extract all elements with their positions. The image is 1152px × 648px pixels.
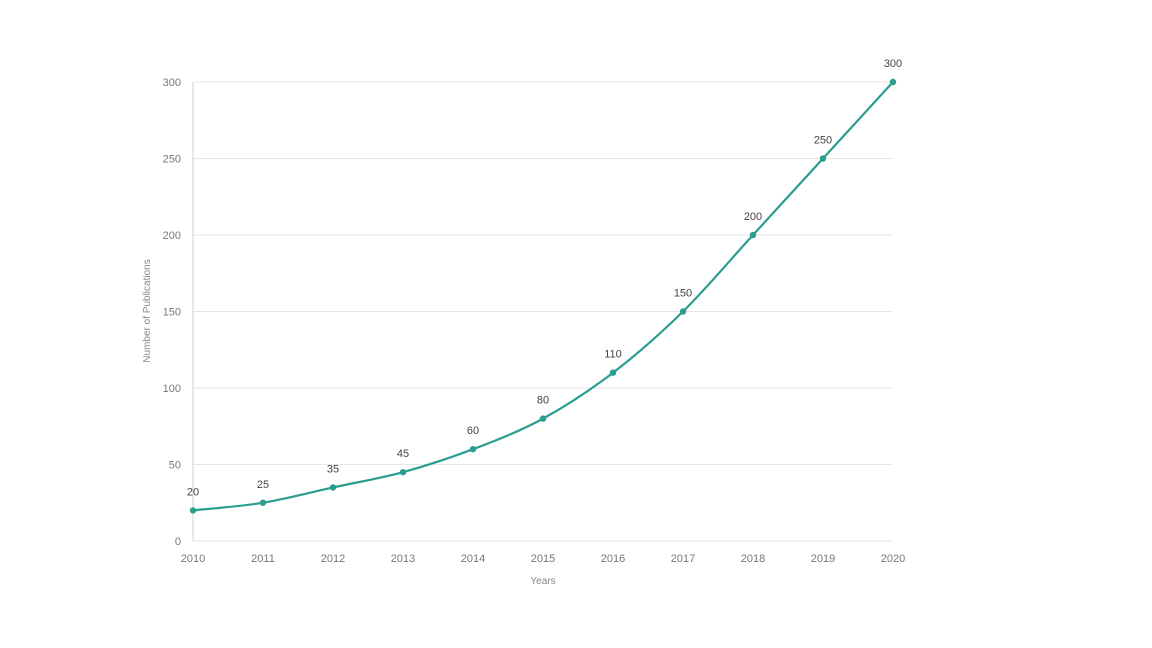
x-tick-label: 2017 xyxy=(671,553,695,565)
data-label: 25 xyxy=(257,479,269,491)
data-point xyxy=(469,446,477,453)
x-tick-label: 2019 xyxy=(811,553,835,565)
y-tick-label: 0 xyxy=(175,536,181,548)
x-tick-label: 2018 xyxy=(741,553,765,565)
y-tick-label: 300 xyxy=(163,77,181,89)
data-point xyxy=(679,308,687,315)
y-tick-label: 100 xyxy=(163,383,181,395)
data-labels: 20 25 35 45 60 80 110 150 200 250 300 xyxy=(187,58,902,498)
y-tick-label: 200 xyxy=(163,230,181,242)
x-tick-label: 2011 xyxy=(251,553,275,565)
series xyxy=(191,80,895,512)
y-tick-label: 50 xyxy=(169,460,181,472)
data-point xyxy=(819,155,827,162)
y-axis-title: Number of Publications xyxy=(142,259,153,362)
data-label: 200 xyxy=(744,211,762,223)
data-label: 60 xyxy=(467,425,479,437)
x-tick-label: 2020 xyxy=(881,553,905,565)
y-tick-labels: 0 50 100 150 200 250 300 xyxy=(163,77,181,548)
grid xyxy=(193,81,893,542)
y-tick-label: 150 xyxy=(163,307,181,319)
data-label: 150 xyxy=(674,288,692,300)
x-axis-title: Years xyxy=(530,576,555,587)
y-tick-label: 250 xyxy=(163,154,181,166)
data-label: 250 xyxy=(814,135,832,147)
data-label: 300 xyxy=(884,58,902,70)
data-label: 110 xyxy=(604,349,622,361)
x-tick-label: 2010 xyxy=(181,553,205,565)
data-point xyxy=(189,507,197,514)
x-tick-label: 2013 xyxy=(391,553,415,565)
data-label: 35 xyxy=(327,463,339,475)
data-label: 20 xyxy=(187,486,199,498)
data-point xyxy=(539,415,547,422)
x-tick-label: 2012 xyxy=(321,553,345,565)
data-point xyxy=(399,468,407,476)
series-line xyxy=(191,80,895,512)
x-tick-label: 2014 xyxy=(461,553,485,565)
x-tick-labels: 2010 2011 2012 2013 2014 2015 2016 2017 2018 2019… xyxy=(181,553,905,565)
data-point xyxy=(609,369,617,376)
x-tick-label: 2015 xyxy=(531,553,555,565)
data-label: 45 xyxy=(397,448,409,460)
data-point xyxy=(889,78,897,86)
data-point xyxy=(749,231,757,239)
data-points xyxy=(189,78,897,514)
data-point xyxy=(259,499,267,506)
x-tick-label: 2016 xyxy=(601,553,625,565)
data-label: 80 xyxy=(537,395,549,407)
data-point xyxy=(329,484,337,491)
